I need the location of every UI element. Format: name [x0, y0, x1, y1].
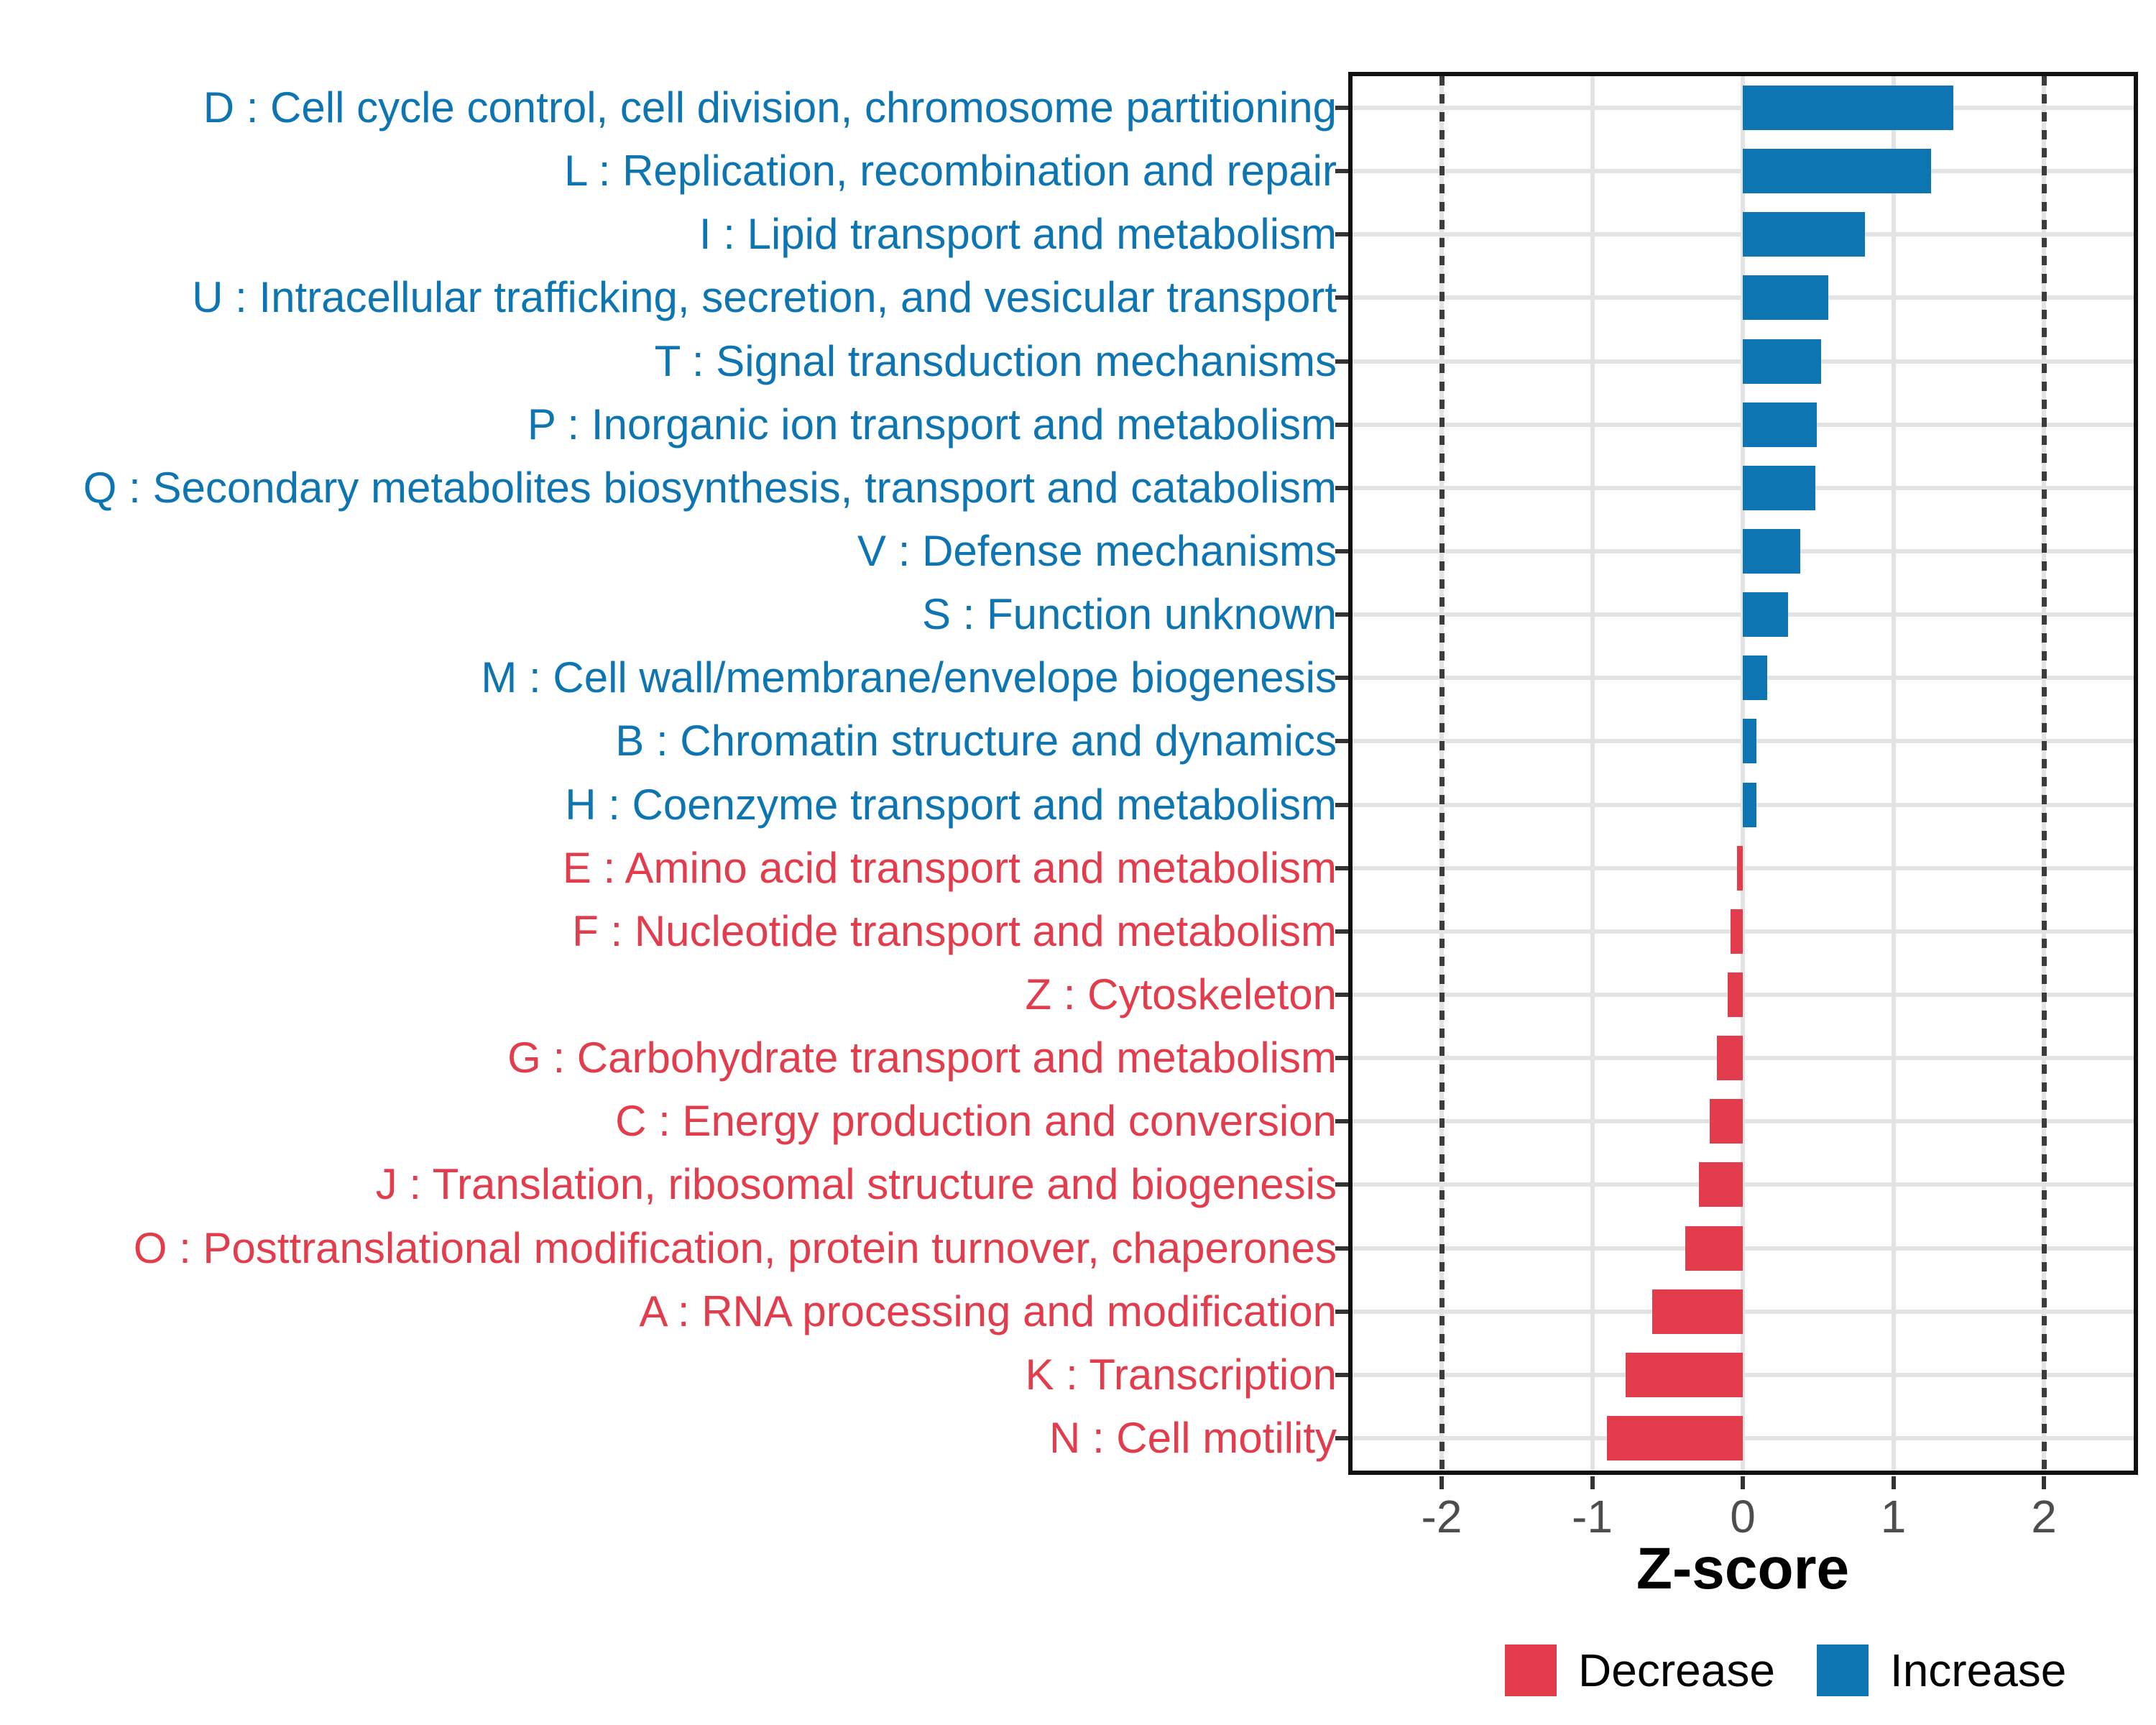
gridline-row [1353, 1436, 2134, 1440]
category-label-N: N : Cell motility [1049, 1414, 1337, 1462]
bar-P [1743, 402, 1817, 447]
dotted-vline--2 [1439, 76, 1445, 1471]
bar-J [1699, 1162, 1743, 1208]
gridline-row [1353, 1372, 2134, 1377]
category-label-P: P : Inorganic ion transport and metaboli… [527, 400, 1337, 448]
bar-K [1625, 1352, 1743, 1397]
x-tick-label--2: -2 [1421, 1491, 1462, 1542]
bar-D [1743, 86, 1954, 130]
y-tick [1335, 169, 1348, 174]
category-label-V: V : Defense mechanisms [857, 527, 1337, 575]
x-tick-label--1: -1 [1572, 1491, 1613, 1542]
gridline-row [1353, 1246, 2134, 1251]
y-tick [1335, 802, 1348, 807]
gridline-row [1353, 1182, 2134, 1187]
bar-I [1743, 212, 1865, 257]
category-label-H: H : Coenzyme transport and metabolism [565, 780, 1337, 829]
category-label-K: K : Transcription [1025, 1350, 1337, 1399]
bar-H [1743, 782, 1756, 827]
category-label-O: O : Posttranslational modification, prot… [133, 1223, 1337, 1272]
y-tick [1335, 549, 1348, 553]
category-label-A: A : RNA processing and modification [639, 1287, 1337, 1335]
bar-A [1652, 1289, 1743, 1334]
y-tick [1335, 993, 1348, 997]
y-tick [1335, 1182, 1348, 1187]
bar-V [1743, 529, 1800, 574]
x-tick-1 [1891, 1476, 1896, 1489]
category-label-Q: Q : Secondary metabolites biosynthesis, … [83, 463, 1337, 512]
bar-M [1743, 656, 1767, 701]
legend-swatch-increase [1816, 1644, 1869, 1696]
y-tick [1335, 865, 1348, 870]
category-label-E: E : Amino acid transport and metabolism [562, 843, 1337, 892]
y-tick [1335, 1436, 1348, 1440]
x-tick-label-2: 2 [2031, 1491, 2057, 1542]
gridline-row [1353, 865, 2134, 870]
gridline-x--1 [1590, 76, 1595, 1471]
x-tick--1 [1590, 1476, 1595, 1489]
category-label-J: J : Translation, ribosomal structure and… [375, 1160, 1337, 1209]
plot-panel [1348, 72, 2138, 1475]
legend-label-decrease: Decrease [1578, 1644, 1775, 1696]
category-label-S: S : Function unknown [921, 590, 1337, 639]
bar-L [1743, 149, 1931, 194]
y-tick [1335, 1309, 1348, 1314]
gridline-x-1 [1891, 76, 1896, 1471]
y-tick [1335, 612, 1348, 617]
x-tick-label-1: 1 [1880, 1491, 1907, 1542]
category-label-L: L : Replication, recombination and repai… [563, 147, 1337, 196]
bar-B [1743, 719, 1756, 764]
legend: Decrease Increase [1505, 1644, 2066, 1696]
y-tick [1335, 232, 1348, 237]
bar-G [1717, 1036, 1743, 1081]
x-tick-0 [1741, 1476, 1745, 1489]
category-label-T: T : Signal transduction mechanisms [654, 336, 1337, 385]
gridline-x-0 [1741, 76, 1745, 1471]
bar-S [1743, 592, 1788, 638]
category-label-F: F : Nucleotide transport and metabolism [572, 906, 1337, 955]
y-tick [1335, 359, 1348, 364]
category-label-C: C : Energy production and conversion [615, 1097, 1337, 1146]
x-tick-label-0: 0 [1730, 1491, 1756, 1542]
y-tick [1335, 929, 1348, 934]
category-label-D: D : Cell cycle control, cell division, c… [203, 83, 1337, 132]
bar-C [1709, 1099, 1743, 1144]
y-tick [1335, 422, 1348, 427]
bar-E [1736, 845, 1743, 891]
category-label-U: U : Intracellular trafficking, secretion… [192, 273, 1337, 322]
bar-F [1731, 908, 1743, 954]
category-label-M: M : Cell wall/membrane/envelope biogenes… [481, 653, 1337, 702]
y-tick [1335, 739, 1348, 744]
y-tick [1335, 295, 1348, 300]
y-tick [1335, 1056, 1348, 1061]
y-tick [1335, 1246, 1348, 1251]
bar-Q [1743, 465, 1815, 510]
bar-T [1743, 339, 1821, 384]
y-tick [1335, 485, 1348, 490]
bar-U [1743, 275, 1829, 321]
bar-O [1685, 1225, 1743, 1271]
dotted-vline-2 [2041, 76, 2047, 1471]
gridline-row [1353, 993, 2134, 997]
gridline-row [1353, 1309, 2134, 1314]
x-tick-2 [2042, 1476, 2046, 1489]
gridline-row [1353, 929, 2134, 934]
x-tick--2 [1439, 1476, 1444, 1489]
y-tick [1335, 1372, 1348, 1377]
category-label-Z: Z : Cytoskeleton [1025, 970, 1337, 1018]
bar-Z [1728, 972, 1743, 1017]
category-label-B: B : Chromatin structure and dynamics [615, 717, 1337, 765]
gridline-row [1353, 1056, 2134, 1061]
category-label-G: G : Carbohydrate transport and metabolis… [507, 1034, 1337, 1082]
y-tick [1335, 106, 1348, 110]
y-tick [1335, 676, 1348, 681]
bar-N [1607, 1416, 1743, 1460]
legend-label-increase: Increase [1889, 1644, 2067, 1696]
category-label-I: I : Lipid transport and metabolism [699, 210, 1337, 259]
y-tick [1335, 1119, 1348, 1124]
x-axis-title: Z-score [1636, 1536, 1850, 1601]
legend-swatch-decrease [1505, 1644, 1557, 1696]
gridline-row [1353, 1119, 2134, 1124]
